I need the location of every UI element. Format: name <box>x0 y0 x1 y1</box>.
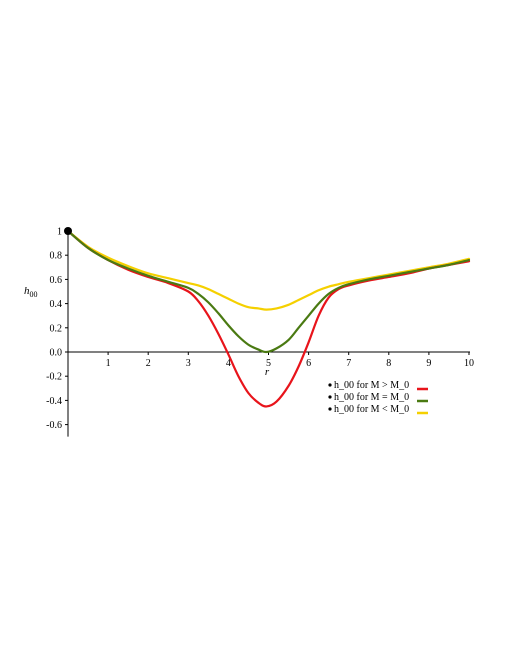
x-tick-group: 1 2 3 4 5 6 7 8 9 10 <box>106 352 474 369</box>
legend-bullet <box>328 395 332 399</box>
x-tick-label: 3 <box>186 358 191 369</box>
legend: h_00 for M > M_0h_00 for M = M_0h_00 for… <box>328 380 428 415</box>
y-axis-label-sub: 00 <box>30 290 38 299</box>
x-tick-label: 7 <box>346 358 351 369</box>
y-tick-label: -0.2 <box>46 372 62 383</box>
x-tick-label: 8 <box>386 358 391 369</box>
x-tick-label: 2 <box>146 358 151 369</box>
y-tick-label: 0.4 <box>50 299 63 310</box>
y-tick-label: -0.4 <box>46 396 62 407</box>
y-tick-label: 0.2 <box>50 323 63 334</box>
y-tick-label: -0.6 <box>46 420 62 431</box>
x-tick-label: 5 <box>266 358 271 369</box>
series-line-1 <box>66 229 471 354</box>
x-axis-label: r <box>265 366 270 378</box>
legend-bullet <box>328 407 332 411</box>
y-tick-group: 1 0.8 0.6 0.4 0.2 0.0 -0.2 -0.4 -0.6 <box>46 227 68 431</box>
series-line-2 <box>66 229 471 311</box>
y-tick-label: 0.0 <box>50 348 63 359</box>
x-tick-label: 6 <box>306 358 311 369</box>
y-tick-label: 0.6 <box>50 275 63 286</box>
legend-entry-label: h_00 for M < M_0 <box>334 404 409 415</box>
marker-group <box>64 227 72 235</box>
legend-bullet <box>328 383 332 387</box>
y-axis-label: h00 <box>24 285 38 299</box>
x-tick-label: 9 <box>426 358 431 369</box>
y-axis-label-main: h <box>24 285 30 297</box>
legend-entry-label: h_00 for M = M_0 <box>334 392 409 403</box>
x-tick-label: 4 <box>226 358 231 369</box>
y-tick-label: 1 <box>57 227 62 238</box>
series-group <box>66 229 471 408</box>
start-point-marker <box>64 227 72 235</box>
x-tick-label: 10 <box>464 358 474 369</box>
y-tick-label: 0.8 <box>50 251 63 262</box>
x-tick-label: 1 <box>106 358 111 369</box>
legend-entry-label: h_00 for M > M_0 <box>334 380 409 391</box>
